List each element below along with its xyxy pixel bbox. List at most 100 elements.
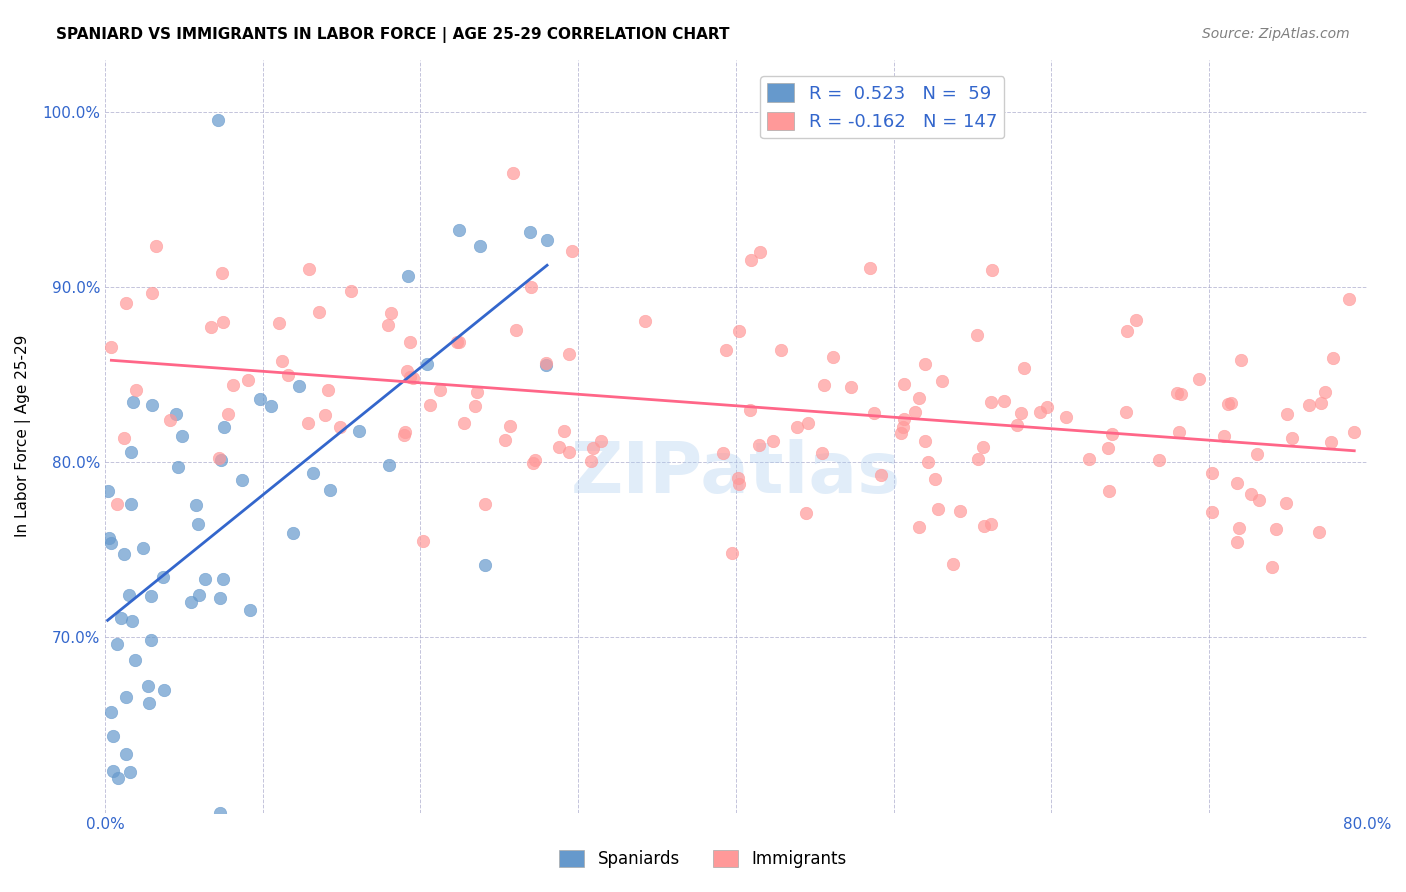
Point xyxy=(1281,431,1303,445)
Point xyxy=(748,438,770,452)
Point xyxy=(152,569,174,583)
Point xyxy=(212,572,235,586)
Point xyxy=(1216,397,1239,411)
Point xyxy=(214,420,236,434)
Point xyxy=(522,456,544,470)
Point xyxy=(863,406,886,420)
Point xyxy=(297,416,319,430)
Point xyxy=(634,314,657,328)
Point xyxy=(1226,476,1249,491)
Point xyxy=(502,166,524,180)
Point xyxy=(589,434,612,448)
Point xyxy=(122,395,145,409)
Point xyxy=(399,370,422,384)
Point xyxy=(1226,535,1249,549)
Point xyxy=(394,427,416,442)
Point xyxy=(167,459,190,474)
Point xyxy=(124,383,146,397)
Point xyxy=(821,350,844,364)
Point xyxy=(917,455,939,469)
Point xyxy=(396,364,419,378)
Point xyxy=(212,314,235,328)
Point xyxy=(120,445,142,459)
Point xyxy=(1227,521,1250,535)
Point xyxy=(786,419,808,434)
Point xyxy=(453,416,475,430)
Point xyxy=(208,805,231,820)
Point xyxy=(1275,495,1298,509)
Point xyxy=(138,696,160,710)
Point xyxy=(967,451,990,466)
Point xyxy=(547,440,569,454)
Point xyxy=(270,353,292,368)
Point xyxy=(115,296,138,310)
Point xyxy=(728,476,751,491)
Point xyxy=(1201,504,1223,518)
Point xyxy=(159,413,181,427)
Point xyxy=(794,506,817,520)
Point xyxy=(394,425,416,440)
Point xyxy=(980,395,1002,409)
Point xyxy=(260,399,283,413)
Point xyxy=(97,484,120,499)
Point xyxy=(1298,397,1320,411)
Point xyxy=(470,238,492,252)
Point xyxy=(283,525,305,540)
Point xyxy=(770,343,793,358)
Point xyxy=(553,424,575,438)
Point xyxy=(534,358,557,372)
Point xyxy=(153,682,176,697)
Point xyxy=(231,473,253,487)
Point xyxy=(107,771,129,785)
Point xyxy=(314,408,336,422)
Point xyxy=(208,450,231,465)
Point xyxy=(931,374,953,388)
Point xyxy=(308,305,330,319)
Point xyxy=(302,466,325,480)
Point xyxy=(209,591,232,605)
Point xyxy=(377,318,399,333)
Point xyxy=(187,588,209,602)
Point xyxy=(124,653,146,667)
Point xyxy=(1313,384,1336,399)
Point xyxy=(924,472,946,486)
Point xyxy=(494,433,516,447)
Point xyxy=(980,516,1002,531)
Point xyxy=(1337,292,1360,306)
Point xyxy=(1343,425,1365,439)
Point xyxy=(1246,447,1268,461)
Point xyxy=(893,411,915,425)
Point xyxy=(187,517,209,532)
Point xyxy=(942,558,965,572)
Point xyxy=(100,536,122,550)
Point xyxy=(949,504,972,518)
Point xyxy=(298,261,321,276)
Y-axis label: In Labor Force | Age 25-29: In Labor Force | Age 25-29 xyxy=(15,334,31,537)
Point xyxy=(449,334,471,349)
Point xyxy=(115,747,138,762)
Point xyxy=(914,357,936,371)
Point xyxy=(891,420,914,434)
Point xyxy=(558,347,581,361)
Point xyxy=(520,280,543,294)
Point xyxy=(908,391,931,405)
Point xyxy=(1147,452,1170,467)
Point xyxy=(1166,386,1188,401)
Point xyxy=(98,531,121,545)
Point xyxy=(399,334,422,349)
Point xyxy=(249,392,271,406)
Point xyxy=(200,319,222,334)
Point xyxy=(105,637,128,651)
Point xyxy=(217,407,239,421)
Point xyxy=(117,589,139,603)
Point xyxy=(396,268,419,283)
Point xyxy=(993,393,1015,408)
Point xyxy=(1309,396,1331,410)
Point xyxy=(1010,406,1032,420)
Point xyxy=(904,405,927,419)
Point xyxy=(1115,405,1137,419)
Point xyxy=(908,519,931,533)
Point xyxy=(1078,451,1101,466)
Point xyxy=(239,603,262,617)
Point xyxy=(762,434,785,449)
